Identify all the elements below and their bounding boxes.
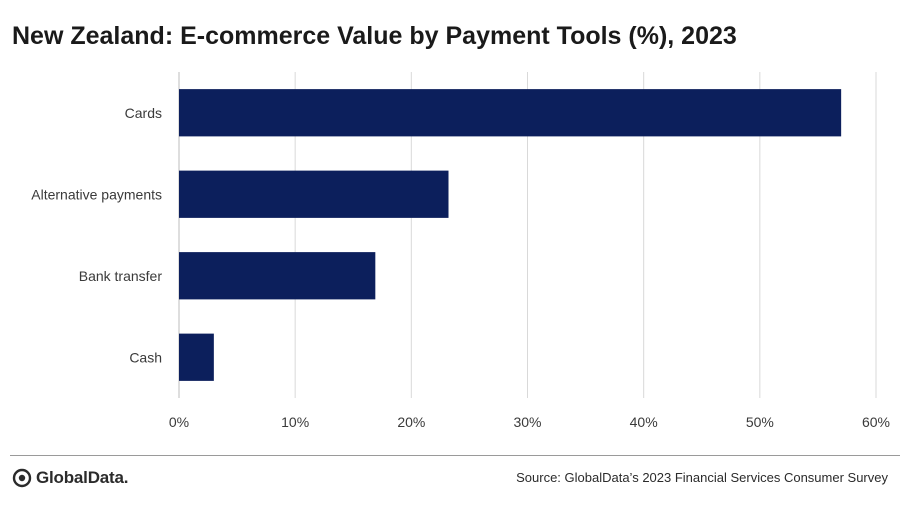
bar	[179, 333, 214, 381]
x-tick-label: 40%	[630, 414, 658, 430]
logo-text: GlobalData.	[36, 468, 129, 487]
bar	[179, 170, 449, 218]
bar	[179, 252, 376, 300]
footer-divider	[10, 455, 900, 456]
x-tick-label: 10%	[281, 414, 309, 430]
category-label: Cards	[125, 105, 162, 121]
category-label: Cash	[129, 349, 162, 365]
x-tick-label: 60%	[862, 414, 890, 430]
source-note: Source: GlobalData’s 2023 Financial Serv…	[516, 470, 888, 485]
globaldata-logo: GlobalData.	[12, 468, 128, 488]
globaldata-logo-icon	[12, 468, 32, 488]
x-tick-label: 20%	[397, 414, 425, 430]
bar	[179, 89, 842, 137]
x-tick-label: 0%	[169, 414, 189, 430]
x-tick-label: 30%	[513, 414, 541, 430]
x-tick-label: 50%	[746, 414, 774, 430]
bar-chart: 0% 10% 20% 30% 40% 50% 60% Cards Alternative pay…	[31, 72, 890, 430]
chart-title: New Zealand: E-commerce Value by Payment…	[12, 22, 737, 50]
category-label: Bank transfer	[79, 268, 163, 284]
category-label: Alternative payments	[31, 186, 162, 202]
